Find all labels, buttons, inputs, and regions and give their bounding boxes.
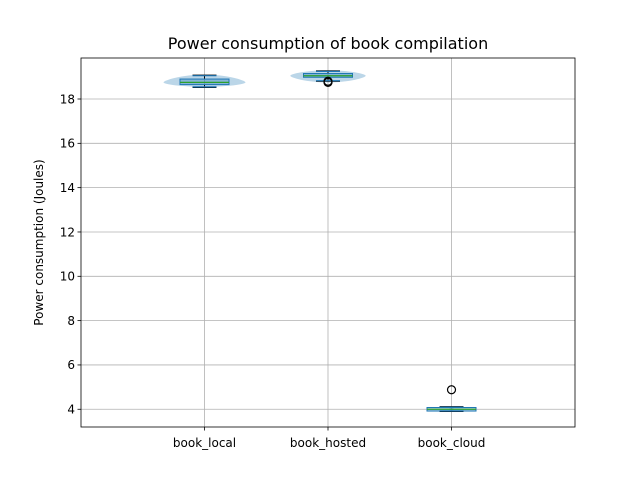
- y-axis-ticks: 4 6 8 10 12 14 16 18: [60, 92, 81, 417]
- y-tick-label: 6: [67, 358, 75, 372]
- y-tick-label: 10: [60, 270, 75, 284]
- y-tick-label: 14: [60, 181, 75, 195]
- y-axis-label: Power consumption (Joules): [32, 159, 46, 325]
- x-tick-label-book-cloud: book_cloud: [418, 436, 486, 450]
- box-book_hosted: [303, 70, 353, 87]
- chart-title: Power consumption of book compilation: [168, 34, 488, 53]
- y-tick-label: 8: [67, 314, 75, 328]
- outlier-point: [446, 385, 457, 395]
- box-book_local: [179, 74, 230, 88]
- box-book_cloud: [426, 385, 477, 412]
- x-axis-ticks: book_local book_hosted book_cloud: [173, 427, 485, 450]
- boxes: [179, 70, 477, 412]
- violin-book_local: [163, 74, 246, 87]
- grid: [81, 58, 575, 427]
- y-tick-label: 18: [60, 92, 75, 106]
- y-tick-label: 16: [60, 137, 75, 151]
- y-tick-label: 12: [60, 225, 75, 239]
- y-tick-label: 4: [67, 403, 75, 417]
- x-tick-label-book-hosted: book_hosted: [290, 436, 366, 450]
- x-tick-label-book-local: book_local: [173, 436, 236, 450]
- outlier-point: [323, 76, 333, 86]
